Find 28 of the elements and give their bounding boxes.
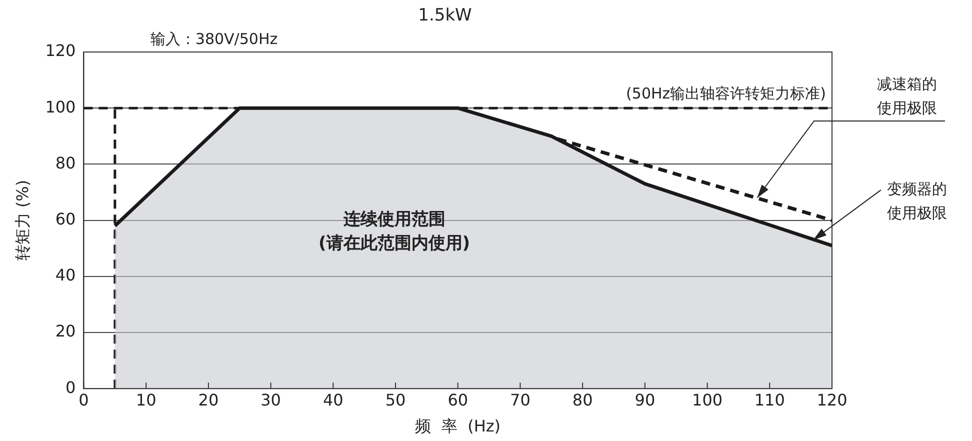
x-tick-label: 60 xyxy=(448,390,468,410)
x-tick-label: 30 xyxy=(260,390,281,410)
x-tick-label: 120 xyxy=(816,390,848,410)
x-tick-label: 20 xyxy=(198,390,219,410)
x-axis-title: 频 率 (Hz) xyxy=(415,416,500,436)
x-tick-label: 110 xyxy=(754,390,785,410)
x-tick-label: 0 xyxy=(78,390,89,410)
annotation: 变频器的使用极限 xyxy=(887,180,947,222)
ref-line-label: (50Hz输出轴容许转矩力标准) xyxy=(626,84,826,102)
x-tick-label: 40 xyxy=(322,390,344,410)
y-tick-label: 60 xyxy=(55,209,76,228)
x-tick-label: 70 xyxy=(510,390,530,410)
y-tick-label: 0 xyxy=(66,378,76,397)
chart-subtitle: 输入：380V/50Hz xyxy=(150,30,278,48)
y-tick-label: 40 xyxy=(55,266,76,285)
annotation: 连续使用范围 (请在此范围内使用) xyxy=(318,210,470,254)
x-tick-label: 10 xyxy=(136,390,156,410)
chart-title: 1.5kW xyxy=(418,5,472,26)
y-tick-label: 80 xyxy=(55,153,76,172)
y-tick-label: 120 xyxy=(45,41,76,60)
y-tick-label: 20 xyxy=(55,322,76,341)
y-tick-label: 100 xyxy=(45,97,76,116)
x-tick-label: 80 xyxy=(572,390,593,410)
annotation: 减速箱的使用极限 xyxy=(877,74,937,117)
x-tick-label: 100 xyxy=(692,390,723,410)
x-tick-label: 90 xyxy=(634,390,656,410)
x-tick-label: 50 xyxy=(385,390,406,410)
y-axis-title: 转矩力 (%) xyxy=(12,180,32,261)
